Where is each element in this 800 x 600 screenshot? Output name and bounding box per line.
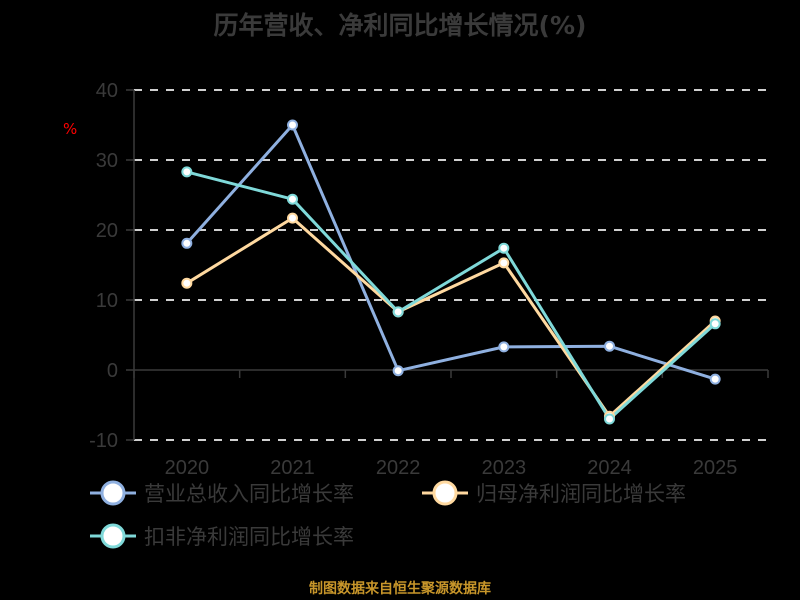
grid-lines (134, 89, 768, 441)
data-source-note: 制图数据来自恒生聚源数据库 (309, 581, 491, 597)
data-point[interactable] (392, 306, 404, 318)
chart-title: 历年营收、净利同比增长情况(%) (213, 11, 587, 40)
data-point[interactable] (181, 277, 193, 289)
x-tick-label: 2020 (165, 457, 210, 479)
data-point[interactable] (287, 212, 298, 224)
data-point[interactable] (604, 413, 615, 425)
legend-item-revenue[interactable]: 营业总收入同比增长率 (88, 478, 354, 508)
x-tick-label: 2023 (482, 457, 527, 479)
data-point[interactable] (392, 365, 404, 377)
data-point[interactable] (181, 237, 193, 249)
series-line (186, 170, 717, 421)
x-tick-label: 2022 (376, 457, 421, 479)
data-point[interactable] (709, 318, 721, 330)
series-line (186, 216, 717, 418)
y-tick-label: 40 (96, 80, 118, 102)
data-point[interactable] (709, 373, 721, 385)
data-point[interactable] (287, 193, 298, 205)
legend-item-net-profit[interactable]: 归母净利润同比增长率 (420, 478, 686, 508)
y-tick-label: 10 (96, 290, 118, 312)
legend-label: 营业总收入同比增长率 (144, 482, 354, 506)
y-tick-label: 0 (107, 360, 118, 382)
x-tick-label: 2024 (587, 457, 632, 479)
y-tick-label: -10 (89, 430, 118, 452)
legend-marker-circle-icon (88, 478, 138, 508)
legend-label: 归母净利润同比增长率 (476, 482, 686, 506)
legend-marker-circle-icon (420, 478, 470, 508)
data-series (181, 119, 721, 425)
legend-marker-circle-icon (88, 521, 138, 551)
x-tick-label: 2021 (270, 457, 315, 479)
series-line (185, 123, 716, 381)
data-point[interactable] (498, 341, 510, 353)
y-tick-label: 30 (96, 150, 118, 172)
data-point[interactable] (287, 119, 298, 131)
y-tick-label: 20 (96, 220, 118, 242)
data-point[interactable] (498, 242, 510, 254)
legend-item-deducted-net-profit[interactable]: 扣非净利润同比增长率 (88, 521, 354, 551)
x-tick-label: 2025 (693, 457, 738, 479)
data-point[interactable] (181, 166, 193, 178)
data-point[interactable] (604, 340, 615, 352)
y-axis-unit-label: % (63, 120, 78, 138)
legend-label: 扣非净利润同比增长率 (144, 525, 354, 549)
data-point[interactable] (498, 257, 510, 269)
